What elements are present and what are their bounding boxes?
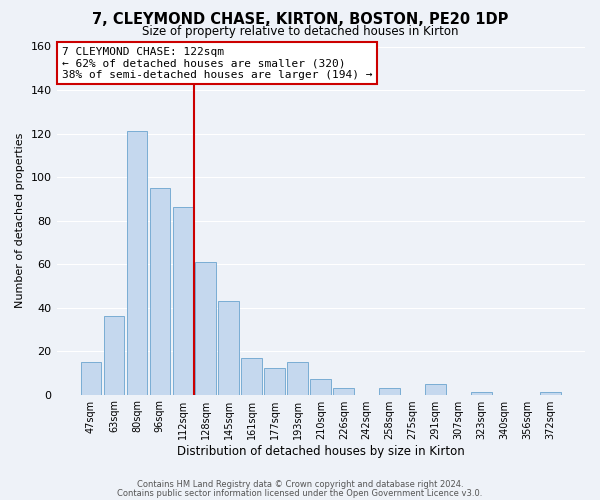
Bar xyxy=(379,388,400,394)
Text: 7 CLEYMOND CHASE: 122sqm
← 62% of detached houses are smaller (320)
38% of semi-: 7 CLEYMOND CHASE: 122sqm ← 62% of detach… xyxy=(62,46,373,80)
Text: Contains public sector information licensed under the Open Government Licence v3: Contains public sector information licen… xyxy=(118,488,482,498)
Bar xyxy=(196,262,216,394)
Bar xyxy=(287,362,308,394)
Bar xyxy=(127,132,147,394)
Bar xyxy=(149,188,170,394)
Bar xyxy=(241,358,262,395)
Bar xyxy=(425,384,446,394)
Bar xyxy=(104,316,124,394)
Text: 7, CLEYMOND CHASE, KIRTON, BOSTON, PE20 1DP: 7, CLEYMOND CHASE, KIRTON, BOSTON, PE20 … xyxy=(92,12,508,28)
Bar xyxy=(540,392,561,394)
Text: Size of property relative to detached houses in Kirton: Size of property relative to detached ho… xyxy=(142,25,458,38)
Bar xyxy=(173,208,193,394)
Bar xyxy=(218,301,239,394)
Bar xyxy=(310,380,331,394)
Bar xyxy=(265,368,285,394)
X-axis label: Distribution of detached houses by size in Kirton: Distribution of detached houses by size … xyxy=(177,444,464,458)
Bar xyxy=(334,388,354,394)
Y-axis label: Number of detached properties: Number of detached properties xyxy=(15,133,25,308)
Bar xyxy=(472,392,492,394)
Bar xyxy=(80,362,101,394)
Text: Contains HM Land Registry data © Crown copyright and database right 2024.: Contains HM Land Registry data © Crown c… xyxy=(137,480,463,489)
